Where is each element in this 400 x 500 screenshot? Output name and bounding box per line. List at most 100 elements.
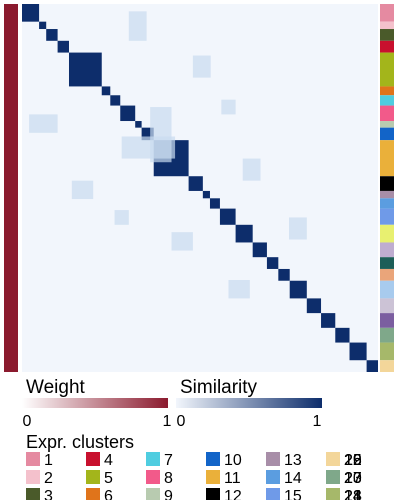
- legend-label-10: 10: [224, 452, 242, 469]
- legend-swatch-14: [266, 470, 280, 484]
- legend-label-9: 9: [164, 488, 173, 500]
- legend-label-21: 21: [344, 488, 362, 500]
- cluster-bar-segment-14: [380, 198, 394, 209]
- legend-label-24: 24: [344, 488, 362, 500]
- legend-swatch-7: [146, 452, 160, 466]
- cluster-bar-segment-22: [380, 313, 394, 328]
- diagonal-block-14: [209, 198, 220, 209]
- legend-swatch-15: [266, 488, 280, 500]
- diagonal-block-1: [22, 4, 40, 22]
- diagonal-block-20: [289, 280, 307, 299]
- weight-annotation-bar: [4, 4, 18, 372]
- diagonal-block-25: [366, 360, 378, 372]
- legend-label-8: 8: [164, 470, 173, 487]
- legend-label-16: 16: [344, 452, 362, 469]
- legend-label-14: 14: [284, 470, 302, 487]
- legend-swatch-3: [26, 488, 40, 500]
- legend-swatch-2: [26, 470, 40, 484]
- off-diagonal-cluster: [29, 114, 58, 133]
- legend-label-3: 3: [44, 488, 53, 500]
- weight-gradient: [22, 398, 168, 408]
- cluster-bar-segment-9: [380, 121, 394, 128]
- similarity-colorbar-title: Similarity: [180, 377, 258, 398]
- legend-label-15: 15: [284, 488, 302, 500]
- cluster-bar-segment-23: [380, 327, 394, 343]
- legend-label-23: 23: [344, 470, 362, 487]
- diagonal-block-8: [120, 105, 136, 122]
- legend-label-2: 2: [44, 470, 53, 487]
- off-diagonal-cluster: [242, 158, 261, 181]
- legend-label-1: 1: [44, 452, 53, 469]
- diagonal-block-9: [135, 121, 142, 128]
- diagonal-block-15: [219, 208, 236, 225]
- diagonal-block-19: [278, 268, 290, 281]
- cluster-bar-segment-3: [380, 29, 394, 41]
- cluster-bar-segment-25: [380, 360, 394, 372]
- cluster-bar-segment-1: [380, 4, 394, 22]
- legend-label-5: 5: [104, 470, 113, 487]
- off-diagonal-cluster: [71, 180, 94, 200]
- diagonal-block-21: [306, 298, 322, 314]
- off-diagonal-cluster: [121, 136, 176, 159]
- legend-label-7: 7: [164, 452, 173, 469]
- diagonal-block-2: [39, 21, 47, 30]
- weight-colorbar: Weight 0 1: [22, 377, 172, 430]
- legend-swatch-11: [206, 470, 220, 484]
- weight-max-label: 1: [163, 413, 172, 430]
- cluster-legend-title: Expr. clusters: [26, 432, 134, 452]
- diagonal-block-13: [202, 190, 210, 199]
- diagonal-block-4: [57, 40, 69, 53]
- cluster-annotation-bar: [380, 4, 394, 372]
- cluster-bar-segment-6: [380, 86, 394, 96]
- diagonal-block-23: [335, 327, 350, 343]
- cluster-bar-segment-17: [380, 242, 394, 258]
- legend-swatch-1: [26, 452, 40, 466]
- diagonal-block-22: [321, 313, 336, 328]
- cluster-bar-segment-15: [380, 208, 394, 225]
- diagonal-block-5: [68, 52, 102, 87]
- cluster-bar-segment-5: [380, 52, 394, 87]
- cluster-bar-segment-19: [380, 268, 394, 281]
- cluster-bar-segment-2: [380, 21, 394, 30]
- cluster-bar-segment-24: [380, 342, 394, 361]
- off-diagonal-cluster: [192, 55, 211, 78]
- legend-swatch-10: [206, 452, 220, 466]
- cluster-bar-segment-21: [380, 298, 394, 314]
- similarity-gradient: [176, 398, 322, 408]
- off-diagonal-cluster: [114, 210, 129, 225]
- legend-swatch-24: [326, 488, 340, 500]
- legend-swatch-23: [326, 470, 340, 484]
- legend-label-12: 12: [224, 488, 242, 500]
- similarity-min-label: 0: [177, 413, 186, 430]
- cluster-bar-segment-18: [380, 257, 394, 269]
- cluster-bar-segment-13: [380, 190, 394, 199]
- cluster-legend: Expr. clusters 1234567891011121314151617…: [26, 432, 362, 500]
- diagonal-block-6: [101, 86, 111, 96]
- diagonal-block-3: [46, 29, 58, 41]
- legend-label-22: 22: [344, 452, 362, 469]
- diagonal-block-18: [266, 257, 279, 269]
- cluster-bar-segment-10: [380, 127, 394, 141]
- legend-swatch-9: [146, 488, 160, 500]
- off-diagonal-cluster: [228, 280, 250, 299]
- cluster-bar-segment-4: [380, 40, 394, 53]
- diagonal-block-24: [349, 342, 367, 361]
- legend-label-20: 20: [344, 470, 362, 487]
- off-diagonal-cluster: [171, 232, 193, 251]
- legend-label-13: 13: [284, 452, 302, 469]
- cluster-bar-segment-8: [380, 105, 394, 122]
- similarity-colorbar: Similarity 0 1: [176, 377, 322, 430]
- off-diagonal-cluster: [221, 99, 236, 115]
- legend-swatch-25: [326, 452, 340, 466]
- legend-swatch-13: [266, 452, 280, 466]
- legend-label-4: 4: [104, 452, 113, 469]
- cluster-bar-segment-16: [380, 224, 394, 243]
- off-diagonal-cluster: [289, 217, 307, 240]
- legend-swatch-5: [86, 470, 100, 484]
- legend-swatch-6: [86, 488, 100, 500]
- legend-swatch-4: [86, 452, 100, 466]
- legend-swatch-8: [146, 470, 160, 484]
- cluster-bar-segment-20: [380, 280, 394, 299]
- cluster-bar-segment-7: [380, 95, 394, 106]
